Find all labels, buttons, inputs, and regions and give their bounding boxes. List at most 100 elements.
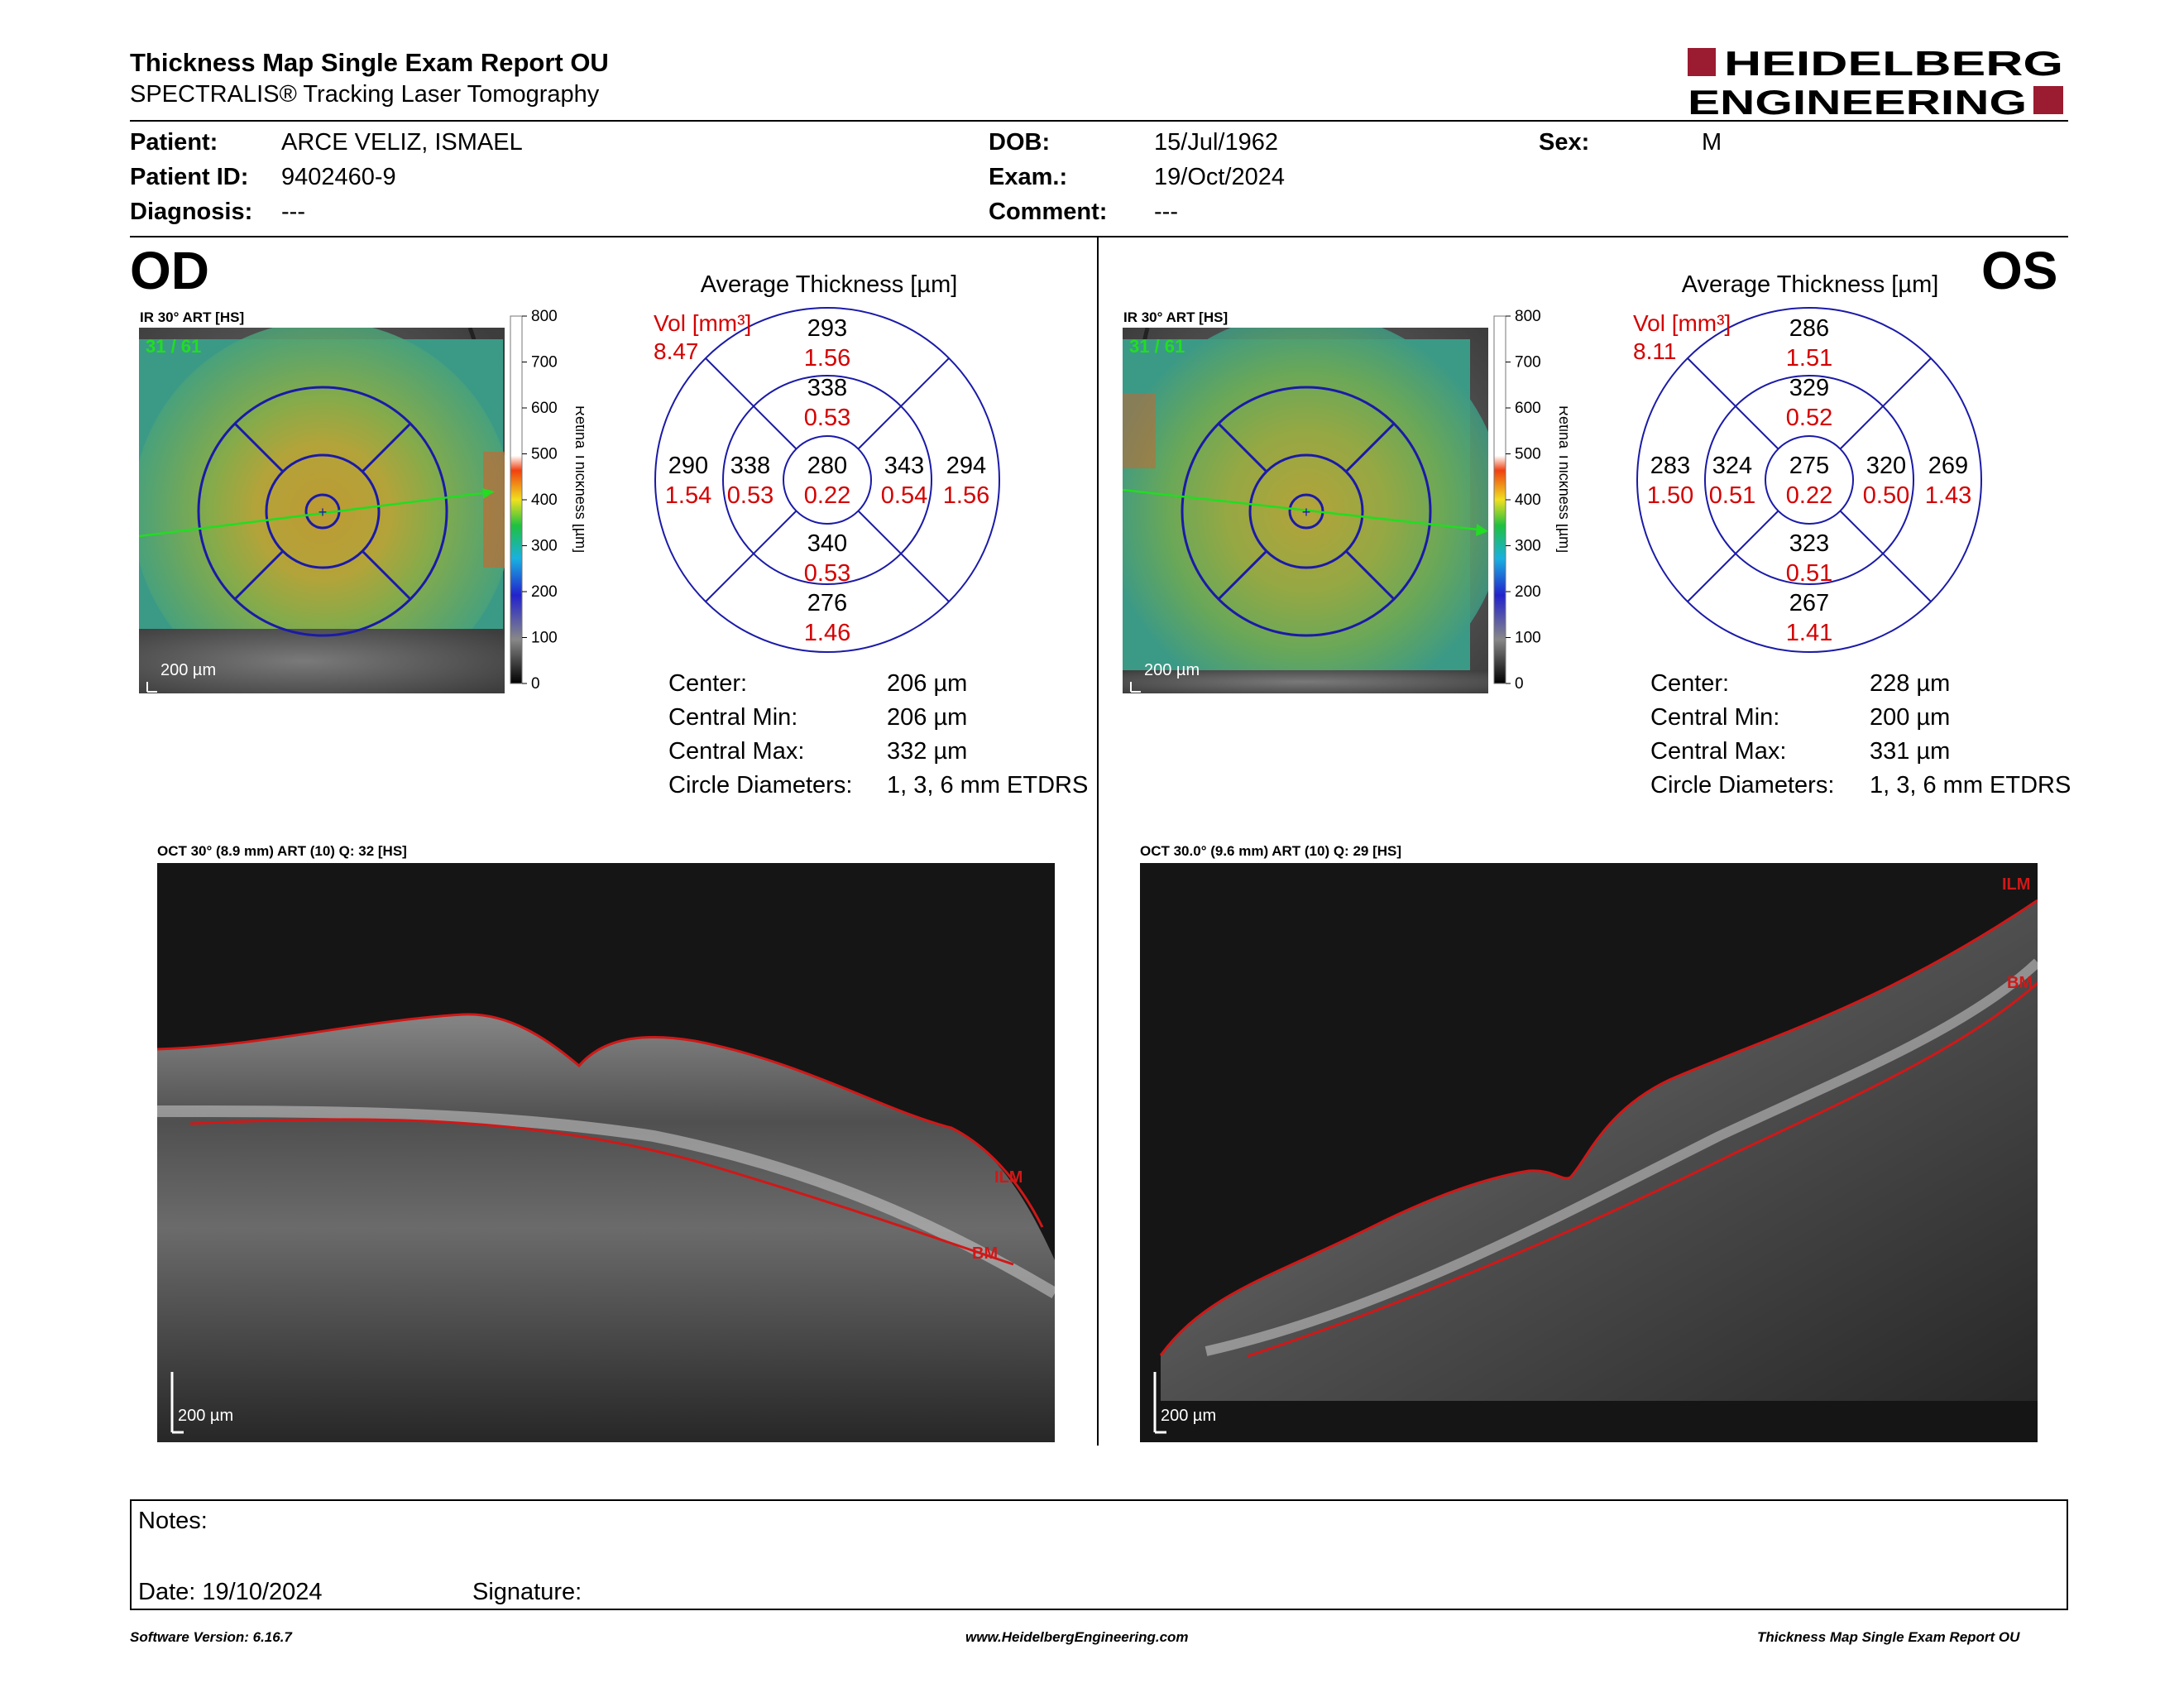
- od-outer-temp-volume: 1.54: [665, 482, 711, 509]
- os-bm-label: BM: [2007, 974, 2033, 992]
- od-max-label: Central Max:: [668, 738, 805, 765]
- report-title: Thickness Map Single Exam Report OU: [130, 48, 609, 77]
- exam-label: Exam.:: [989, 164, 1068, 190]
- od-etdrs-grid: Vol [mm³] 8.47 293 1.56 338 0.53 290 1.5…: [654, 307, 1000, 653]
- os-inner-sup-thickness: 329: [1789, 375, 1829, 401]
- exam-date: 19/Oct/2024: [1154, 164, 1285, 190]
- od-outer-sup-volume: 1.56: [804, 345, 850, 372]
- od-vol-value: 8.47: [654, 338, 699, 364]
- os-outer-inf-thickness: 267: [1789, 590, 1829, 616]
- od-ir-title: IR 30° ART [HS]: [140, 309, 245, 325]
- os-frame-counter: 31 / 61: [1129, 336, 1185, 357]
- os-center-thickness: 275: [1789, 453, 1829, 479]
- os-outer-temp-volume: 1.50: [1647, 482, 1693, 509]
- od-colorbar-tick-label: 200: [531, 583, 558, 601]
- od-frame-counter: 31 / 61: [146, 336, 201, 357]
- patient-id: 9402460-9: [281, 164, 396, 190]
- os-outer-sup-thickness: 286: [1789, 315, 1829, 342]
- date-label: Date: 19/10/2024: [138, 1579, 323, 1605]
- od-colorbar-tick-label: 500: [531, 446, 558, 463]
- heidelberg-logo: HEIDELBERG ENGINEERING: [1688, 45, 2063, 119]
- od-min-value: 206 µm: [887, 704, 968, 731]
- os-avg-title: Average Thickness [µm]: [1681, 271, 1939, 298]
- os-colorbar-tick-label: 0: [1515, 675, 1524, 693]
- od-inner-sup-thickness: 338: [807, 375, 847, 401]
- od-outer-sup-thickness: 293: [807, 315, 847, 342]
- eye-divider: [1097, 237, 1099, 1446]
- od-inner-sup-volume: 0.53: [804, 405, 850, 431]
- os-colorbar-tick-label: 300: [1515, 538, 1541, 555]
- os-colorbar-tick-label: 800: [1515, 308, 1541, 325]
- os-outer-inf-volume: 1.41: [1786, 620, 1832, 646]
- os-thickness-map: + 31 / 61 200 µm: [1123, 328, 1488, 693]
- os-colorbar-label: Retina Thickness [µm]: [1556, 405, 1568, 553]
- od-colorbar: 800 700 600 500 400 300 200 100 0 Retina Thickne…: [510, 308, 584, 693]
- svg-text:HEIDELBERG: HEIDELBERG: [1724, 45, 2063, 83]
- od-inner-nasal-thickness: 343: [884, 453, 924, 479]
- patient-label: Patient:: [130, 129, 218, 156]
- os-inner-inf-thickness: 323: [1789, 530, 1829, 557]
- os-outer-temp-thickness: 283: [1650, 453, 1690, 479]
- os-vol-value: 8.11: [1633, 338, 1676, 364]
- os-colorbar-tick-label: 100: [1515, 630, 1541, 647]
- svg-text:ENGINEERING: ENGINEERING: [1688, 83, 2027, 119]
- od-colorbar-tick-label: 800: [531, 308, 558, 325]
- os-ilm-label: ILM: [2002, 875, 2030, 894]
- os-min-value: 200 µm: [1870, 704, 1951, 731]
- os-min-label: Central Min:: [1650, 704, 1780, 731]
- svg-text:+: +: [1302, 504, 1311, 520]
- od-inner-temp-thickness: 338: [730, 453, 770, 479]
- os-oct-bscan: ILM BM 200 µm: [1140, 863, 2038, 1442]
- os-inner-temp-volume: 0.51: [1709, 482, 1755, 509]
- od-ir-scale: 200 µm: [160, 661, 216, 679]
- od-center-label: Center:: [668, 670, 748, 697]
- os-center-value: 228 µm: [1870, 670, 1951, 697]
- od-inner-inf-volume: 0.53: [804, 560, 850, 587]
- od-min-label: Central Min:: [668, 704, 798, 731]
- os-max-value: 331 µm: [1870, 738, 1951, 765]
- od-colorbar-label: Retina Thickness [µm]: [572, 405, 584, 553]
- od-outer-inf-volume: 1.46: [804, 620, 850, 646]
- website-link[interactable]: www.HeidelbergEngineering.com: [965, 1629, 1189, 1645]
- patient-name: ARCE VELIZ, ISMAEL: [281, 129, 523, 156]
- od-oct-title: OCT 30° (8.9 mm) ART (10) Q: 32 [HS]: [157, 843, 407, 859]
- os-inner-temp-thickness: 324: [1712, 453, 1752, 479]
- od-oct-scale: 200 µm: [178, 1407, 233, 1425]
- od-avg-title: Average Thickness [µm]: [700, 271, 958, 298]
- os-diam-label: Circle Diameters:: [1650, 772, 1835, 798]
- os-vol-label: Vol [mm³]: [1633, 310, 1731, 336]
- od-oct-bscan: ILM BM 200 µm: [157, 863, 1055, 1442]
- sex-value: M: [1702, 129, 1722, 156]
- os-inner-nasal-volume: 0.50: [1863, 482, 1909, 509]
- comment-value: ---: [1154, 199, 1178, 225]
- os-inner-nasal-thickness: 320: [1866, 453, 1906, 479]
- notes-label: Notes:: [138, 1508, 208, 1534]
- os-inner-sup-volume: 0.52: [1786, 405, 1832, 431]
- od-ilm-label: ILM: [994, 1168, 1023, 1187]
- patient-id-label: Patient ID:: [130, 164, 249, 190]
- od-bm-label: BM: [972, 1244, 998, 1263]
- os-center-volume: 0.22: [1786, 482, 1832, 509]
- os-inner-inf-volume: 0.51: [1786, 560, 1832, 587]
- os-outer-nasal-volume: 1.43: [1925, 482, 1971, 509]
- od-diam-value: 1, 3, 6 mm ETDRS: [887, 772, 1089, 798]
- od-thickness-map: + 31 / 61 200 µm: [139, 328, 505, 693]
- os-outer-sup-volume: 1.51: [1786, 345, 1832, 372]
- od-outer-temp-thickness: 290: [668, 453, 708, 479]
- os-tag: OS: [1981, 241, 2058, 300]
- od-max-value: 332 µm: [887, 738, 968, 765]
- od-colorbar-tick-label: 600: [531, 400, 558, 417]
- od-colorbar-tick-label: 400: [531, 492, 558, 509]
- dob-label: DOB:: [989, 129, 1051, 156]
- os-colorbar-tick-label: 500: [1515, 446, 1541, 463]
- footer-report-name: Thickness Map Single Exam Report OU: [1757, 1629, 2020, 1645]
- signature-label: Signature:: [472, 1579, 582, 1605]
- od-colorbar-tick-label: 700: [531, 354, 558, 372]
- notes-box[interactable]: Notes: Date: 19/10/2024 Signature:: [130, 1499, 2068, 1610]
- os-ir-title: IR 30° ART [HS]: [1123, 309, 1228, 325]
- os-colorbar-tick-label: 400: [1515, 492, 1541, 509]
- svg-text:+: +: [318, 504, 328, 520]
- od-colorbar-tick-label: 0: [531, 675, 540, 693]
- os-colorbar: 800 700 600 500 400 300 200 100 0 Retina Thickne…: [1493, 308, 1568, 693]
- od-vol-label: Vol [mm³]: [654, 310, 751, 336]
